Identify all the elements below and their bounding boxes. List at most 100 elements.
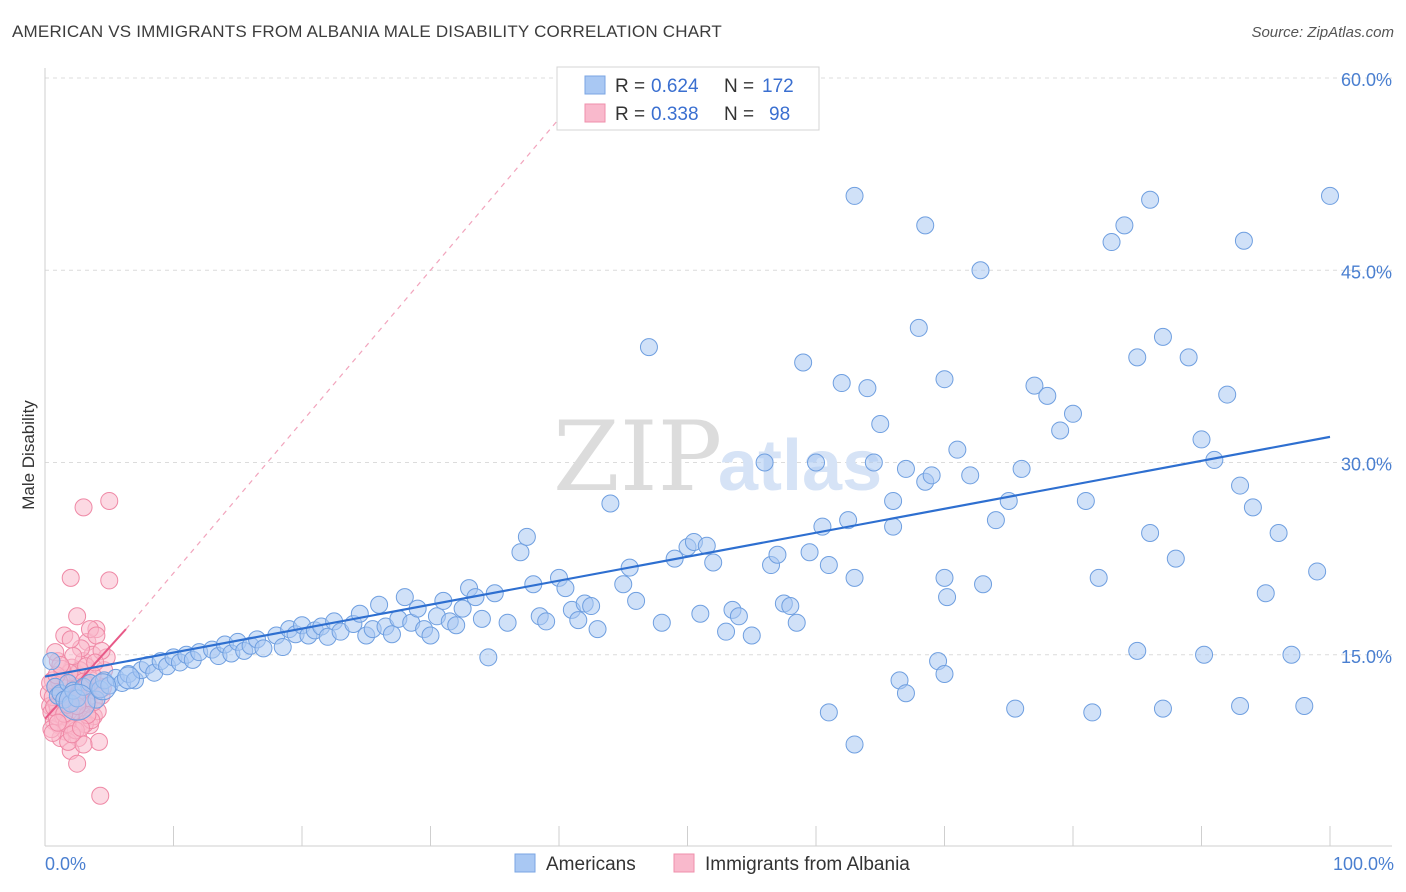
americans-point-69 <box>472 609 491 628</box>
bottom-legend-label-americans: Americans <box>546 854 636 875</box>
americans-point-130 <box>1025 376 1044 395</box>
americans-point-160 <box>938 588 957 607</box>
americans-point-140 <box>1153 327 1172 346</box>
americans-point-142 <box>1179 348 1198 367</box>
albania-point-95 <box>48 713 67 732</box>
legend-n-value-1: 172 <box>762 76 794 97</box>
x-tick-label-1: 100.0% <box>1333 854 1394 874</box>
albania-point-38 <box>89 732 108 751</box>
americans-point-53 <box>370 595 389 614</box>
chart-title: AMERICAN VS IMMIGRANTS FROM ALBANIA MALE… <box>12 22 722 41</box>
albania-point-48 <box>87 626 106 645</box>
albania-point-42 <box>100 491 119 510</box>
americans-point-105 <box>781 597 800 616</box>
americans-point-138 <box>1128 348 1147 367</box>
watermark-zip: ZIP <box>553 401 722 513</box>
legend-swatch-americans <box>584 75 606 95</box>
americans-point-122 <box>922 466 941 485</box>
series-albania-points <box>39 491 127 805</box>
y-axis-label: Male Disability <box>19 400 38 510</box>
americans-point-132 <box>1051 421 1070 440</box>
americans-point-169 <box>1083 703 1102 722</box>
americans-point-151 <box>1295 697 1314 716</box>
americans-point-107 <box>794 353 813 372</box>
americans-point-134 <box>1076 491 1095 510</box>
americans-point-114 <box>845 568 864 587</box>
americans-point-129 <box>1012 459 1031 478</box>
americans-cluster-2 <box>117 666 141 690</box>
americans-point-141 <box>1166 549 1185 568</box>
trend-lines <box>125 103 573 630</box>
americans-point-113 <box>839 511 858 530</box>
albania-point-94 <box>61 630 80 649</box>
americans-point-139 <box>1141 523 1160 542</box>
americans-point-131 <box>1038 386 1057 405</box>
americans-point-135 <box>1089 568 1108 587</box>
americans-point-57 <box>395 588 414 607</box>
americans-point-100 <box>742 626 761 645</box>
bottom-legend-swatch-americans <box>514 853 536 873</box>
americans-point-85 <box>601 494 620 513</box>
americans-point-146 <box>1231 476 1250 495</box>
americans-point-133 <box>1064 404 1082 423</box>
americans-point-120 <box>909 318 928 337</box>
americans-point-83 <box>582 597 601 616</box>
americans-point-153 <box>1321 186 1339 205</box>
legend-n-label-2: N = <box>724 104 754 125</box>
y-tick-label-2: 45.0% <box>1341 262 1392 282</box>
americans-point-37 <box>254 639 273 658</box>
americans-point-148 <box>1256 584 1275 603</box>
americans-point-74 <box>517 527 536 546</box>
watermark-atlas: atlas <box>718 426 882 506</box>
americans-point-66 <box>453 599 472 618</box>
americans-point-159 <box>884 491 903 510</box>
americans-point-90 <box>652 613 671 632</box>
americans-point-108 <box>800 543 819 562</box>
americans-point-97 <box>717 622 736 641</box>
chart-source: Source: ZipAtlas.com <box>1251 24 1394 41</box>
americans-point-99 <box>729 607 748 626</box>
americans-point-84 <box>588 620 607 639</box>
americans-point-77 <box>537 612 556 631</box>
americans-point-81 <box>569 611 588 630</box>
americans-point-127 <box>986 511 1005 530</box>
americans-point-170 <box>1128 641 1147 660</box>
americans-point-109 <box>807 453 825 472</box>
legend-n-value-2: 98 <box>769 104 790 125</box>
americans-cluster-1 <box>89 673 117 701</box>
americans-point-145 <box>1218 385 1237 404</box>
americans-point-103 <box>768 545 787 564</box>
americans-point-65 <box>447 616 466 635</box>
albania-point-44 <box>100 571 119 590</box>
americans-point-137 <box>1115 216 1134 235</box>
americans-point-89 <box>639 338 658 357</box>
legend-r-label-2: R = <box>615 104 645 125</box>
americans-point-73 <box>511 543 530 562</box>
y-tick-label-0: 15.0% <box>1341 647 1392 667</box>
bottom-legend: Americans Immigrants from Albania <box>514 853 910 875</box>
americans-point-154 <box>845 186 864 205</box>
bottom-legend-label-albania: Immigrants from Albania <box>705 854 910 875</box>
americans-point-155 <box>916 216 935 235</box>
x-tick-labels: 0.0% 100.0% <box>45 854 1394 874</box>
albania-point-56 <box>91 786 110 805</box>
americans-point-61 <box>421 626 440 645</box>
americans-point-79 <box>556 579 575 598</box>
americans-point-168 <box>1006 699 1025 718</box>
x-tick-label-0: 0.0% <box>45 854 86 874</box>
americans-point-157 <box>1141 190 1160 209</box>
americans-point-39 <box>273 638 292 657</box>
americans-point-152 <box>1308 562 1327 581</box>
americans-point-72 <box>498 613 517 632</box>
americans-point-55 <box>382 625 401 644</box>
americans-point-124 <box>948 440 967 459</box>
americans-point-117 <box>871 415 890 434</box>
trend-extension-albania <box>125 103 573 630</box>
americans-point-0 <box>42 652 61 671</box>
americans-point-126 <box>974 575 993 594</box>
albania-point-88 <box>71 718 90 737</box>
albania-point-45 <box>61 568 80 587</box>
americans-point-95 <box>697 536 716 555</box>
americans-point-172 <box>1195 645 1214 664</box>
